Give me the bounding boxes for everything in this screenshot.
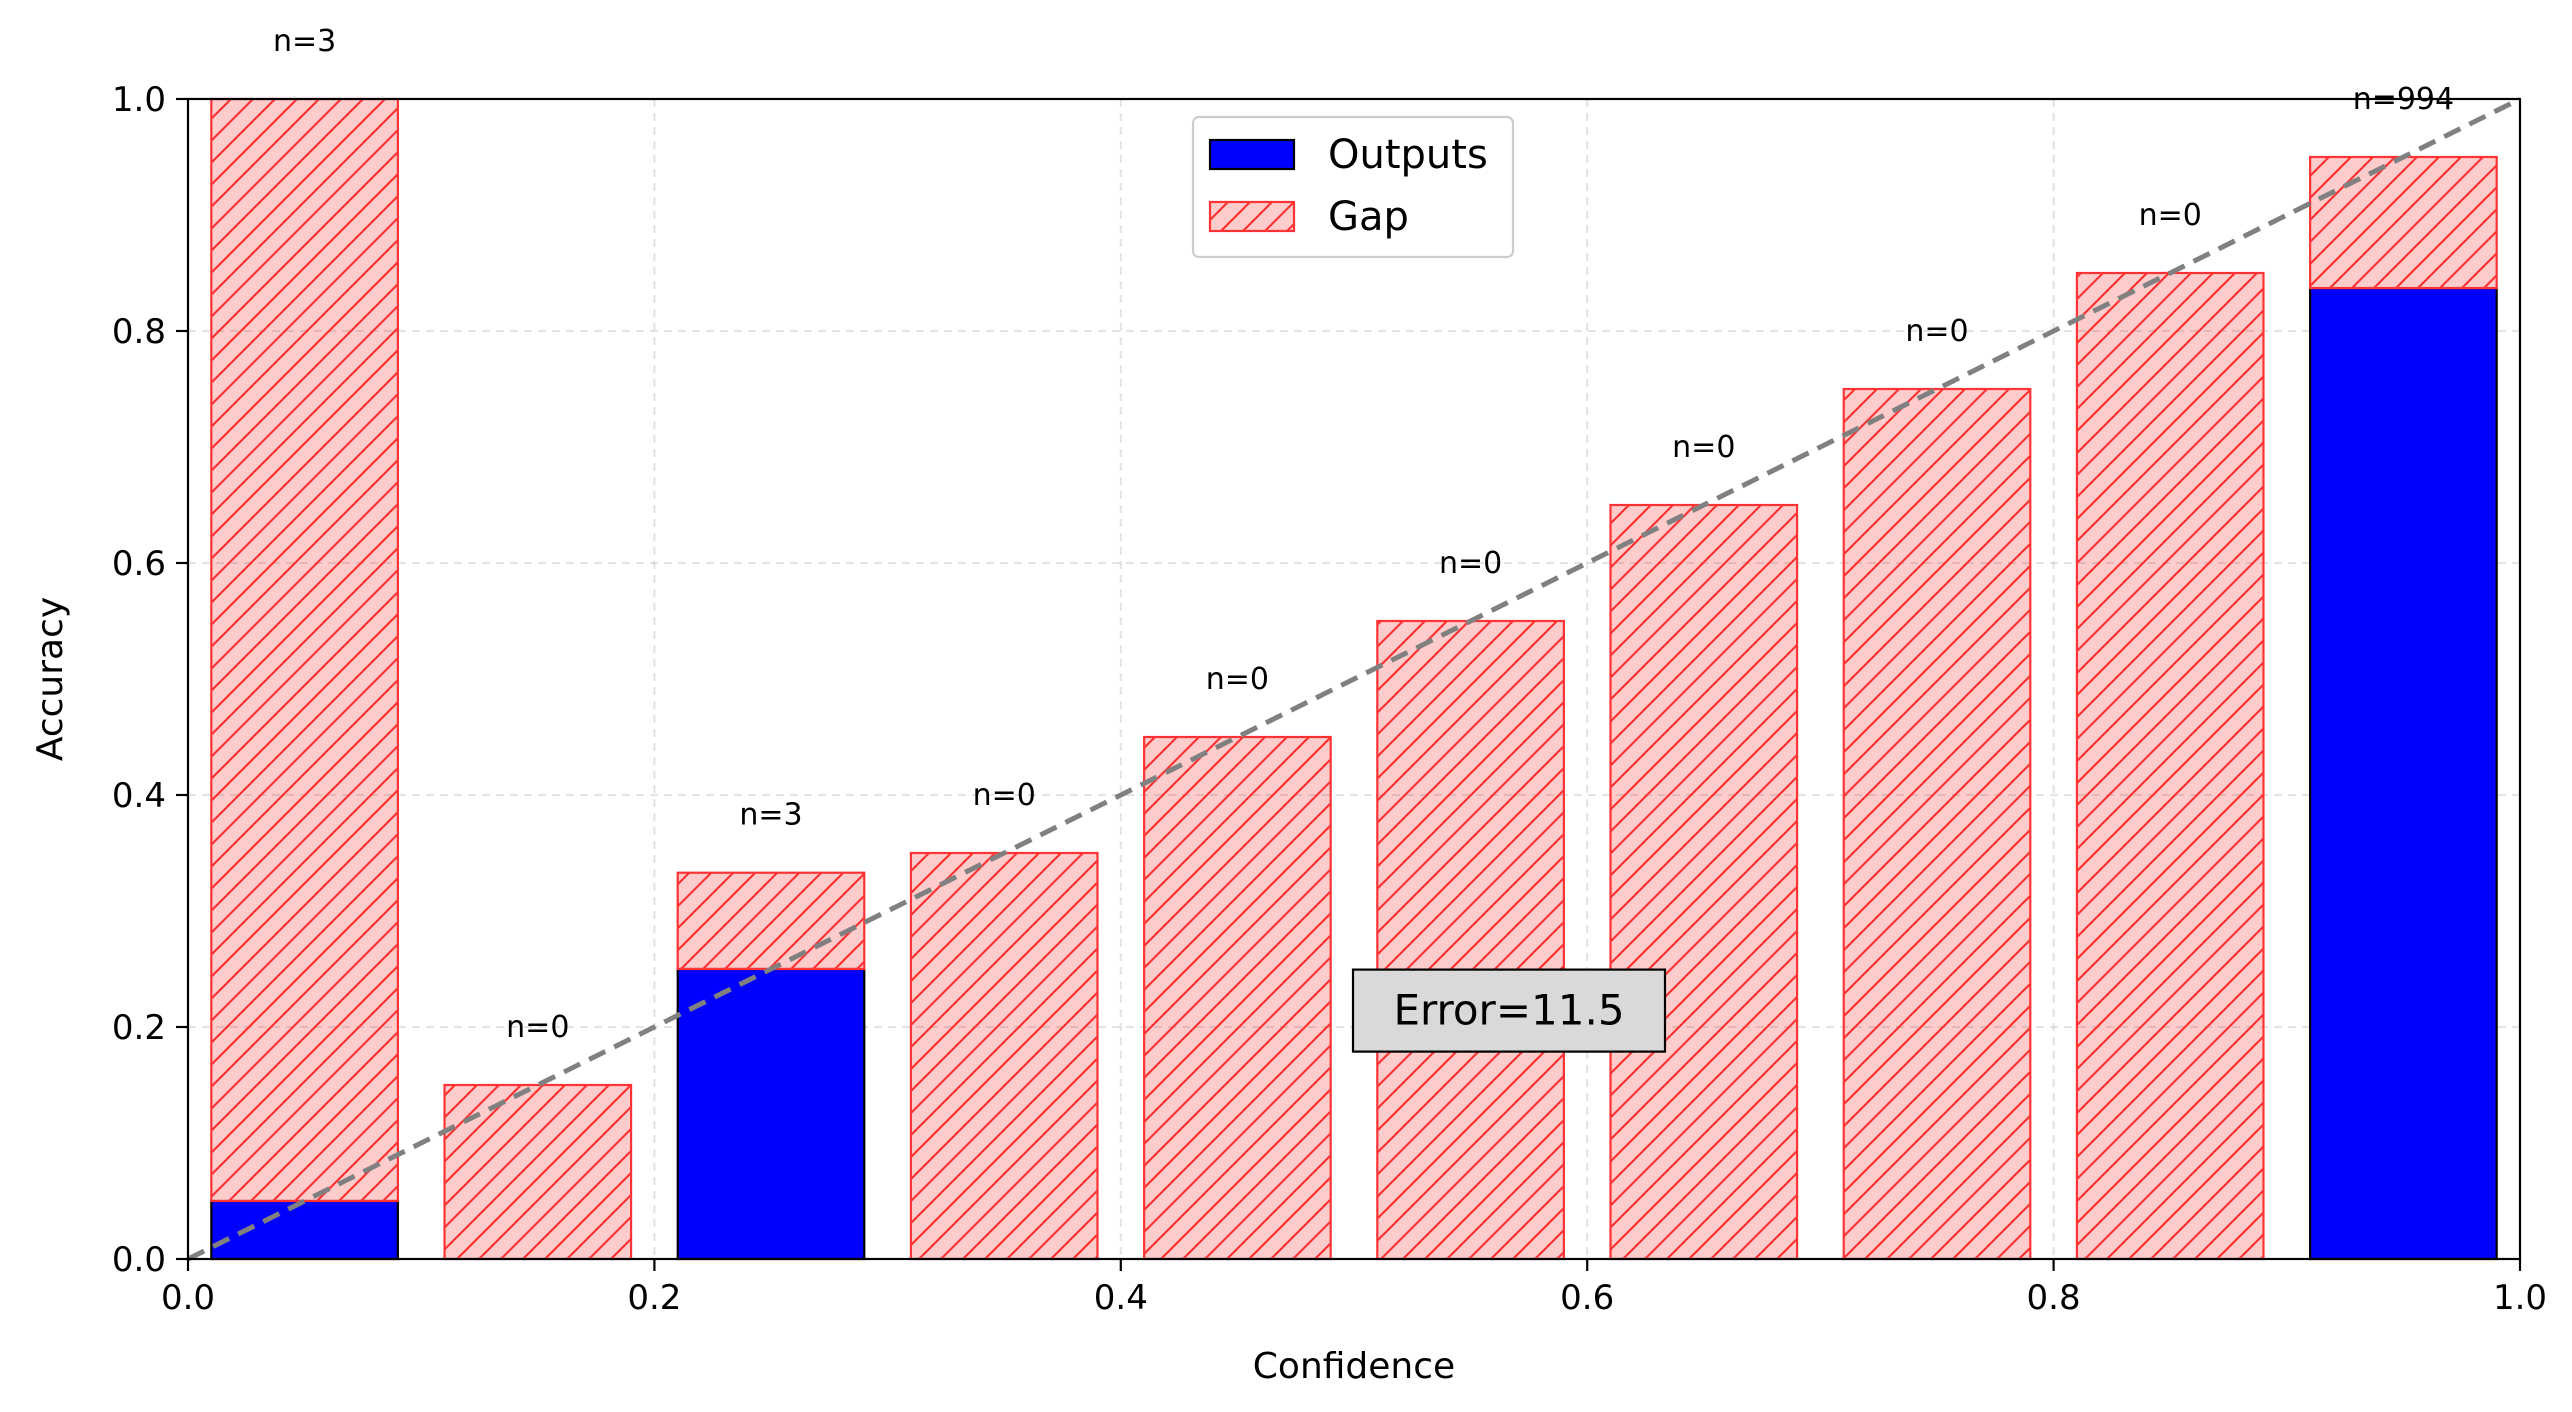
- gap-bar: [1609, 503, 1799, 1261]
- y-tick-label: 0.6: [112, 544, 166, 584]
- gap-bar: [1842, 387, 2032, 1261]
- bin-count-label: n=0: [973, 778, 1036, 813]
- y-tick-label: 0.0: [112, 1240, 166, 1280]
- bin-count-label: n=0: [1672, 430, 1735, 465]
- bin-count-label: n=3: [273, 24, 336, 59]
- perfect-calibration-line: [186, 96, 2522, 1262]
- gap-bar: [676, 871, 866, 971]
- x-tick-label: 0.4: [1094, 1278, 1148, 1318]
- y-tick-label: 0.8: [112, 312, 166, 352]
- gap-bar: [2309, 155, 2498, 290]
- x-axis-label: Confidence: [1253, 1346, 1455, 1387]
- legend-label-gap: Gap: [1328, 194, 1409, 240]
- gap-bar: [443, 1083, 633, 1261]
- y-tick-label: 0.4: [112, 776, 166, 816]
- bin-count-label: n=0: [1439, 546, 1502, 581]
- bin-count-label: n=3: [739, 798, 802, 833]
- gap-bar: [909, 851, 1099, 1261]
- gap-bar: [2075, 271, 2265, 1261]
- x-tick-label: 0.2: [627, 1278, 681, 1318]
- bin-count-label: n=0: [506, 1010, 569, 1045]
- bars: [210, 97, 2498, 1261]
- y-tick-label: 1.0: [112, 80, 166, 120]
- bin-count-label: n=0: [2139, 198, 2202, 233]
- bin-counts: n=3n=0n=3n=0n=0n=0n=0n=0n=0n=994: [273, 24, 2454, 1045]
- axes-frame: [186, 97, 2522, 1261]
- legend-swatch-outputs: [1208, 138, 1296, 171]
- diagonal-reference: [186, 96, 2522, 1262]
- ticks: 0.0 0.2 0.4 0.6 0.8 1.0 0.0 0.2 0.4 0.6 0.8 1.0: [112, 80, 2547, 1318]
- gap-bar: [210, 97, 399, 1203]
- outputs-bar: [210, 1199, 399, 1261]
- legend-label-outputs: Outputs: [1328, 132, 1488, 178]
- outputs-bar: [2309, 286, 2498, 1261]
- y-axis-label: Accuracy: [30, 597, 71, 761]
- error-annotation-box: [1351, 968, 1667, 1053]
- outputs-bar: [676, 967, 866, 1261]
- legend-swatch-gap: [1208, 200, 1296, 233]
- x-tick-label: 1.0: [2493, 1278, 2547, 1318]
- gap-bar: [1143, 735, 1332, 1261]
- x-tick-label: 0.8: [2027, 1278, 2081, 1318]
- x-tick-label: 0.6: [1560, 1278, 1614, 1318]
- grid-lines: [188, 99, 2520, 1259]
- gap-bar: [1376, 619, 1565, 1261]
- bin-count-label: n=0: [1206, 662, 1269, 697]
- legend: Outputs Gap: [1191, 115, 1515, 259]
- error-annotation: Error=11.5: [1351, 968, 1667, 1053]
- x-tick-label: 0.0: [161, 1278, 215, 1318]
- bin-count-label: n=0: [1905, 314, 1968, 349]
- error-annotation-text: Error=11.5: [1393, 986, 1624, 1035]
- y-tick-label: 0.2: [112, 1008, 166, 1048]
